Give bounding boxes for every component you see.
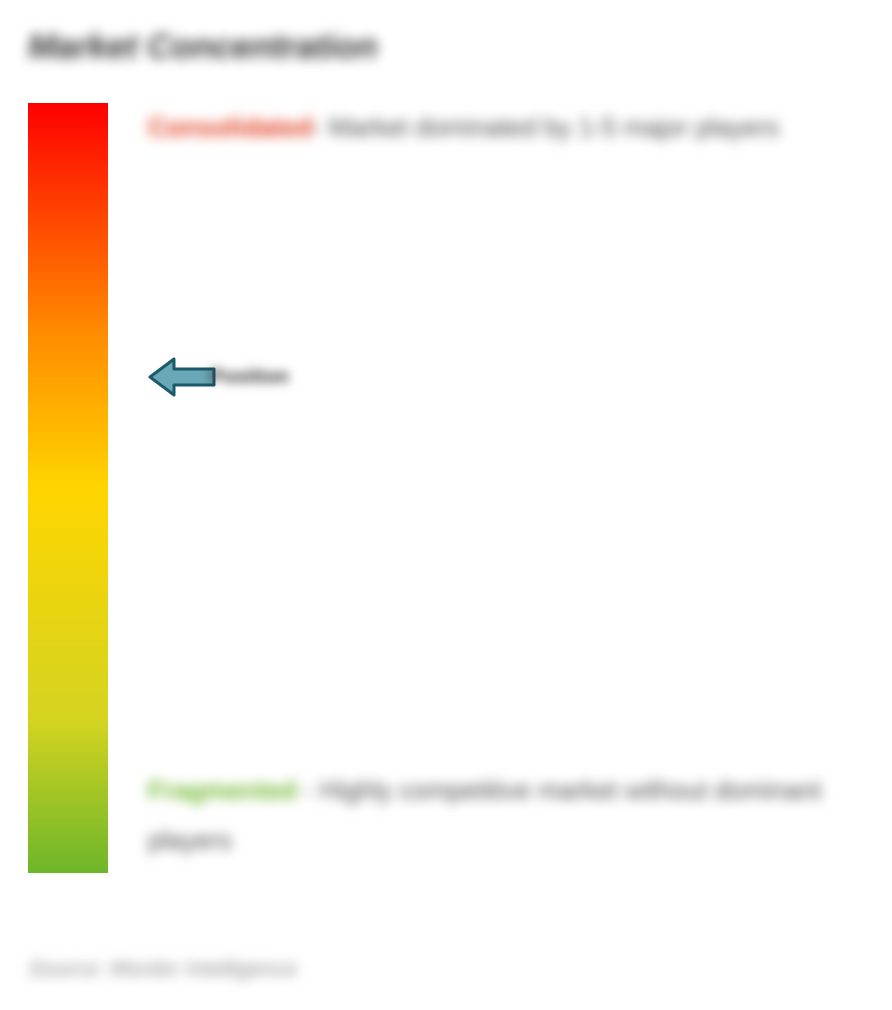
consolidated-text: - Market dominated by 1-5 major players <box>313 112 780 142</box>
description-column: Consolidated- Market dominated by 1-5 ma… <box>148 103 864 873</box>
arrow-left-icon <box>148 355 216 399</box>
fragmented-term: Fragmented <box>148 775 297 805</box>
position-indicator: Position <box>148 355 289 399</box>
consolidated-description: Consolidated- Market dominated by 1-5 ma… <box>148 103 844 152</box>
source-attribution: Source: Mordor Intelligence <box>28 956 297 982</box>
consolidated-term: Consolidated <box>148 112 313 142</box>
chart-title: Market Concentration <box>28 28 864 67</box>
chart-content: Consolidated- Market dominated by 1-5 ma… <box>28 103 864 873</box>
fragmented-description: Fragmented - Highly competitive market w… <box>148 766 844 865</box>
arrow-label: Position <box>210 366 289 389</box>
concentration-gradient-bar <box>28 103 108 873</box>
